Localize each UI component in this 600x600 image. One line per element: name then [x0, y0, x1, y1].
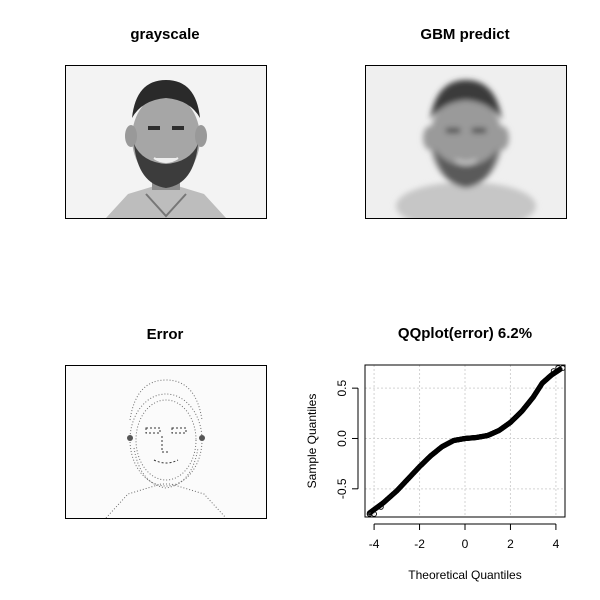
plot-frame [364, 364, 566, 518]
error-title: Error [146, 326, 184, 343]
grayscale-image [65, 65, 267, 219]
x-tick-label: 0 [462, 537, 469, 551]
qq-point [557, 366, 563, 373]
error-image [65, 365, 267, 519]
x-axis: -4 -2 0 2 4 [369, 523, 560, 551]
qq-plot: QQplot(error) 6.2% -4 -2 0 2 4 -0.5 0.0 0.5 Th… [305, 325, 566, 582]
y-axis: -0.5 0.0 0.5 [335, 379, 359, 499]
qq-outlier-point [550, 368, 557, 374]
x-tick-label: -2 [414, 537, 425, 551]
qq-outlier-point [371, 511, 377, 517]
x-tick-label: 4 [553, 537, 560, 551]
y-tick-label: 0.5 [335, 379, 349, 396]
gbm-predict-image [365, 65, 567, 219]
qq-outlier-point [378, 504, 384, 510]
y-tick-label: -0.5 [335, 478, 349, 499]
y-tick-label: 0.0 [335, 430, 349, 447]
data-points [366, 365, 566, 517]
x-tick-label: -4 [369, 537, 380, 551]
x-axis-label: Theoretical Quantiles [408, 568, 521, 582]
x-tick-label: 2 [507, 537, 514, 551]
gbm-predict-title: GBM predict [420, 26, 510, 43]
grayscale-title: grayscale [130, 26, 200, 43]
y-axis-label: Sample Quantiles [305, 394, 319, 489]
chart-title: QQplot(error) 6.2% [398, 325, 532, 342]
